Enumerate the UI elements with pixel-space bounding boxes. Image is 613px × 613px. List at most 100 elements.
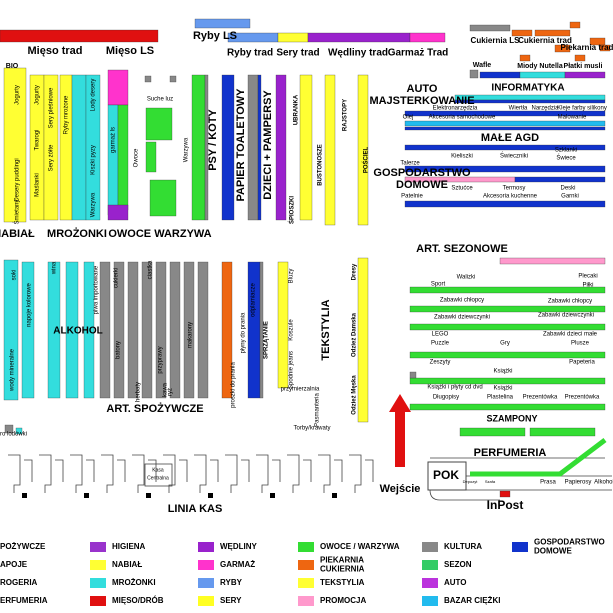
map-label: Kasa: [152, 467, 164, 473]
shelf: [21, 261, 35, 399]
map-label: Książki i płyty cd dvd: [427, 385, 482, 391]
legend-label: POŻYWCZE: [0, 542, 46, 551]
shelf: [589, 37, 606, 46]
register: [146, 493, 151, 498]
shelf: [299, 74, 313, 221]
map-label: Owoce: [134, 148, 140, 167]
shelf: [204, 74, 209, 221]
legend-swatch: [298, 542, 314, 552]
shelf: [169, 75, 177, 83]
shelf: [107, 104, 119, 216]
map-label: Prezentówka: [523, 395, 558, 401]
map-label: OWOCE WARZYWA: [108, 228, 211, 240]
map-label: Plecaki: [578, 274, 597, 280]
legend-swatch: [298, 596, 314, 606]
map-label: Maślanki: [35, 173, 41, 197]
map-label: TEKSTYLIA: [320, 299, 332, 360]
map-label: RAJSTOPY: [343, 99, 349, 131]
map-label: LINIA KAS: [168, 503, 223, 515]
map-label: PAPIER TOALETOWY: [235, 88, 247, 202]
map-label: Papierosy: [565, 480, 592, 486]
checkout: [318, 454, 343, 493]
checkout: [194, 454, 219, 493]
map-label: Sery żółte: [49, 144, 55, 171]
map-label: Prasa: [540, 480, 556, 486]
shelf: [519, 54, 531, 62]
map-label: Papeteria: [569, 360, 595, 366]
legend-label: PROMOCJA: [320, 596, 366, 605]
legend-label: SEZON: [444, 560, 472, 569]
shelf: [145, 141, 157, 173]
map-label: Talerze: [400, 161, 420, 167]
shelf: [221, 74, 235, 221]
map-label: Plastelina: [487, 395, 514, 401]
shelf: [275, 74, 287, 221]
map-label: Jogurty: [35, 85, 41, 105]
map-label: ryż: [168, 388, 174, 396]
shelf: [277, 32, 309, 43]
map-label: Zabawki chłopcy: [548, 299, 592, 305]
shelf: [183, 261, 195, 399]
shelf: [257, 74, 262, 221]
map-label: Długopisy: [433, 395, 459, 401]
map-label: Suche luz: [147, 97, 173, 103]
legend-label: MROŻONKI: [112, 578, 156, 587]
map-label: Piekarnia trad: [561, 43, 613, 52]
shelf: [43, 74, 59, 221]
shelf: [469, 24, 511, 32]
map-label: POŚCIEL: [363, 146, 370, 173]
legend-label: DOMOWE: [534, 547, 572, 556]
map-label: przymierzalnia: [281, 387, 320, 393]
map-label: Sport: [431, 282, 446, 288]
map-label: kawa: [163, 382, 169, 397]
legend-label: OWOCE / WARZYWA: [320, 542, 400, 551]
map-label: Odzież Męska: [352, 375, 358, 415]
map-label: Ryby LS: [193, 30, 237, 42]
map-label: Narzędzia: [531, 106, 559, 112]
map-label: Ryby mrożone: [64, 95, 70, 134]
legend-swatch: [90, 596, 106, 606]
shelf: [479, 71, 521, 79]
map-label: DOMOWE: [396, 179, 448, 191]
shelf: [404, 110, 606, 117]
legend-label: MIĘSO/DRÓB: [112, 596, 164, 605]
map-label: SPRZĄTANIE: [264, 321, 270, 359]
map-label: Zabawki chłopcy: [440, 298, 484, 304]
legend-swatch: [422, 578, 438, 588]
map-label: napoje kolorowe: [27, 282, 33, 326]
shelf: [65, 261, 79, 399]
map-label: MAJSTERKOWANIE: [369, 95, 474, 107]
checkout: [163, 454, 188, 493]
map-label: PERFUMERIA: [474, 447, 547, 459]
map-label: Zabawki dziewczynki: [434, 315, 490, 321]
checkout: [39, 454, 64, 493]
map-label: Piłki: [582, 283, 593, 289]
map-label: PSY / KOTY: [207, 109, 219, 171]
central-register: [144, 463, 173, 487]
map-label: płyny do prania: [241, 312, 247, 353]
map-label: Świeczniki: [500, 152, 528, 160]
shelf: [499, 490, 511, 498]
legend-swatch: [512, 542, 528, 552]
map-label: Akcesoria kuchenne: [483, 194, 538, 200]
register: [22, 493, 27, 498]
map-label: Wafle: [473, 62, 492, 69]
map-label: Świece: [556, 154, 576, 162]
shelf: [149, 179, 177, 217]
map-label: ŚPIOSZKI: [289, 196, 296, 224]
map-label: Pasmanteria: [315, 392, 321, 426]
shelf: [459, 427, 526, 437]
map-label: Akcesoria samochodowe: [429, 115, 496, 121]
register: [84, 493, 89, 498]
shelf: [324, 74, 336, 226]
map-label: Jogurty: [15, 85, 21, 105]
legend-swatch: [90, 542, 106, 552]
shelf: [514, 176, 606, 183]
entrance-arrow: [389, 394, 411, 467]
shelf: [107, 69, 129, 106]
shelf: [83, 261, 95, 399]
shelf: [454, 99, 606, 104]
shelf: [99, 261, 111, 399]
map-label: Dresy: [352, 263, 358, 280]
shelf: [144, 75, 152, 83]
